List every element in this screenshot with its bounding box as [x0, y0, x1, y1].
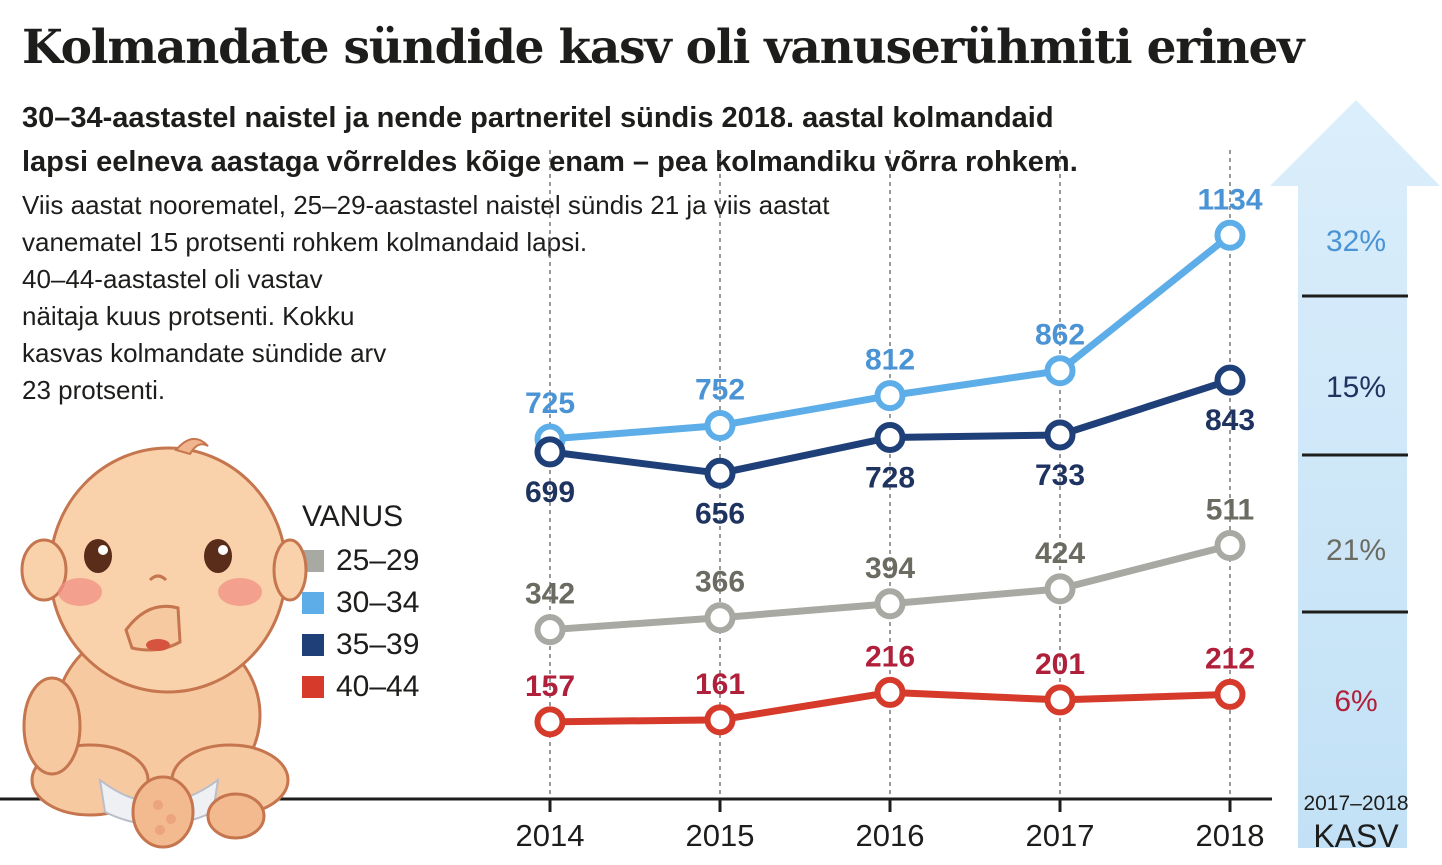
body-line-3: 40–44-aastastel oli vastav [22, 264, 323, 294]
data-label-30-34-2017: 862 [1035, 319, 1085, 352]
growth-value-35-39: 15% [1326, 371, 1386, 404]
data-label-40-44-2017: 201 [1035, 648, 1085, 681]
legend-label-40-44: 40–44 [336, 670, 420, 703]
growth-value-25-29: 21% [1326, 534, 1386, 567]
data-point-35-39-2015 [704, 457, 736, 489]
body-line-4: näitaja kuus protsenti. Kokku [22, 301, 355, 331]
data-label-40-44-2015: 161 [695, 668, 745, 701]
chart-title: Kolmandate sündide kasv oli vanuserühmit… [22, 20, 1304, 75]
data-point-35-39-2017 [1044, 419, 1076, 451]
data-point-30-34-2015 [704, 410, 736, 442]
data-label-40-44-2018: 212 [1205, 642, 1255, 675]
body-line-6: 23 protsenti. [22, 375, 166, 405]
legend-label-30-34: 30–34 [336, 586, 420, 619]
data-point-30-34-2018 [1214, 219, 1246, 251]
data-point-25-29-2016 [874, 588, 906, 620]
legend-label-35-39: 35–39 [336, 628, 420, 661]
legend-title: VANUS [302, 500, 404, 533]
data-point-25-29-2017 [1044, 573, 1076, 605]
legend-item-40-44: 40–44 [302, 666, 419, 708]
data-label-25-29-2015: 366 [695, 566, 745, 599]
data-label-30-34-2016: 812 [865, 344, 915, 377]
data-point-40-44-2018 [1214, 678, 1246, 710]
data-point-25-29-2014 [534, 614, 566, 646]
x-tick-label-2014: 2014 [516, 818, 585, 853]
data-label-30-34-2015: 752 [695, 374, 745, 407]
legend: VANUS 25–29 30–34 35–39 40–44 [302, 500, 419, 708]
data-label-30-34-2018: 1134 [1197, 183, 1262, 216]
data-point-35-39-2014 [534, 436, 566, 468]
legend-swatch-25-29 [302, 550, 324, 572]
legend-item-30-34: 30–34 [302, 582, 419, 624]
baby-illustration [20, 438, 308, 849]
data-label-35-39-2018: 843 [1205, 404, 1255, 437]
data-label-40-44-2014: 157 [525, 670, 575, 703]
growth-arrow-shape [1270, 100, 1440, 848]
x-tick-label-2016: 2016 [856, 818, 925, 853]
legend-swatch-35-39 [302, 634, 324, 656]
data-label-35-39-2017: 733 [1035, 459, 1085, 492]
data-label-25-29-2017: 424 [1035, 537, 1085, 570]
data-point-35-39-2016 [874, 421, 906, 453]
body-line-2: vanematel 15 protsenti rohkem kolmandaid… [22, 227, 588, 257]
data-point-40-44-2016 [874, 676, 906, 708]
data-point-35-39-2018 [1214, 364, 1246, 396]
body-line-5: kasvas kolmandate sündide arv [22, 338, 387, 368]
data-label-25-29-2014: 342 [525, 578, 575, 611]
legend-swatch-40-44 [302, 676, 324, 698]
data-point-40-44-2017 [1044, 684, 1076, 716]
data-label-25-29-2018: 511 [1206, 494, 1254, 527]
data-label-40-44-2016: 216 [865, 640, 915, 673]
legend-label-25-29: 25–29 [336, 544, 420, 577]
growth-heading-year: 2017–2018 [1303, 792, 1408, 815]
growth-value-40-44: 6% [1334, 685, 1377, 718]
growth-heading-label: KASV [1313, 818, 1399, 854]
growth-value-30-34: 32% [1326, 225, 1386, 258]
chart-subtitle: 30–34-aastastel naistel ja nende partner… [22, 96, 1302, 184]
subtitle-line-1: 30–34-aastastel naistel ja nende partner… [22, 102, 1054, 134]
data-point-30-34-2016 [874, 380, 906, 412]
x-tick-label-2017: 2017 [1026, 818, 1095, 853]
data-label-25-29-2016: 394 [865, 552, 915, 585]
data-label-35-39-2016: 728 [865, 461, 915, 494]
x-tick-label-2018: 2018 [1196, 818, 1265, 853]
data-point-40-44-2015 [704, 704, 736, 736]
body-text: Viis aastat noorematel, 25–29-aastastel … [22, 187, 829, 409]
data-point-25-29-2015 [704, 602, 736, 634]
legend-swatch-30-34 [302, 592, 324, 614]
data-point-25-29-2018 [1214, 530, 1246, 562]
body-line-1: Viis aastat noorematel, 25–29-aastastel … [22, 190, 830, 220]
legend-item-35-39: 35–39 [302, 624, 419, 666]
x-tick-label-2015: 2015 [686, 818, 755, 853]
legend-item-25-29: 25–29 [302, 540, 419, 582]
data-point-40-44-2014 [534, 706, 566, 738]
data-label-35-39-2014: 699 [525, 476, 575, 509]
data-point-30-34-2017 [1044, 355, 1076, 387]
data-label-35-39-2015: 656 [695, 497, 745, 530]
data-label-30-34-2014: 725 [525, 387, 575, 420]
